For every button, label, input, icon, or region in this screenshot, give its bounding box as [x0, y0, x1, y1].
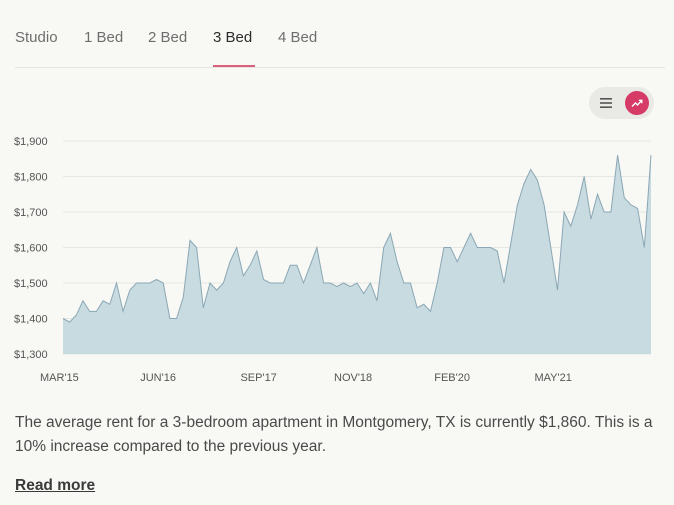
list-view-button[interactable]: [594, 91, 618, 115]
y-tick-label: $1,500: [14, 278, 48, 290]
chart-view-button[interactable]: [625, 91, 649, 115]
x-tick-label: SEP'17: [240, 372, 276, 384]
x-tick-label: NOV'18: [334, 372, 372, 384]
x-tick-label: FEB'20: [434, 372, 470, 384]
bedroom-tabs: Studio 1 Bed 2 Bed 3 Bed 4 Bed: [15, 0, 665, 68]
y-tick-label: $1,400: [14, 314, 48, 326]
y-tick-label: $1,700: [14, 207, 48, 219]
y-tick-label: $1,800: [14, 172, 48, 184]
rent-trend-chart: $1,900 $1,800 $1,700 $1,600 $1,500 $1,400 $1,3…: [14, 136, 652, 384]
y-tick-label: $1,300: [14, 349, 48, 361]
list-icon: [600, 98, 612, 108]
tab-3-bed[interactable]: 3 Bed: [213, 29, 255, 67]
y-tick-label: $1,900: [14, 136, 48, 148]
trend-chart-icon: [631, 99, 643, 107]
read-more-link[interactable]: Read more: [15, 477, 96, 494]
rent-area-fill: [63, 155, 651, 354]
x-tick-label: JUN'16: [140, 372, 176, 384]
tab-2-bed[interactable]: 2 Bed: [148, 29, 188, 46]
x-tick-label: MAR'15: [40, 372, 79, 384]
x-tick-label: MAY'21: [534, 372, 571, 384]
view-toggle: [589, 87, 654, 119]
rent-summary-text: The average rent for a 3-bedroom apartme…: [15, 414, 653, 455]
rent-series-line: [62, 155, 652, 323]
tab-1-bed[interactable]: 1 Bed: [84, 29, 124, 46]
tab-4-bed[interactable]: 4 Bed: [278, 29, 318, 46]
y-tick-label: $1,600: [14, 243, 48, 255]
tab-studio[interactable]: Studio: [15, 29, 58, 46]
